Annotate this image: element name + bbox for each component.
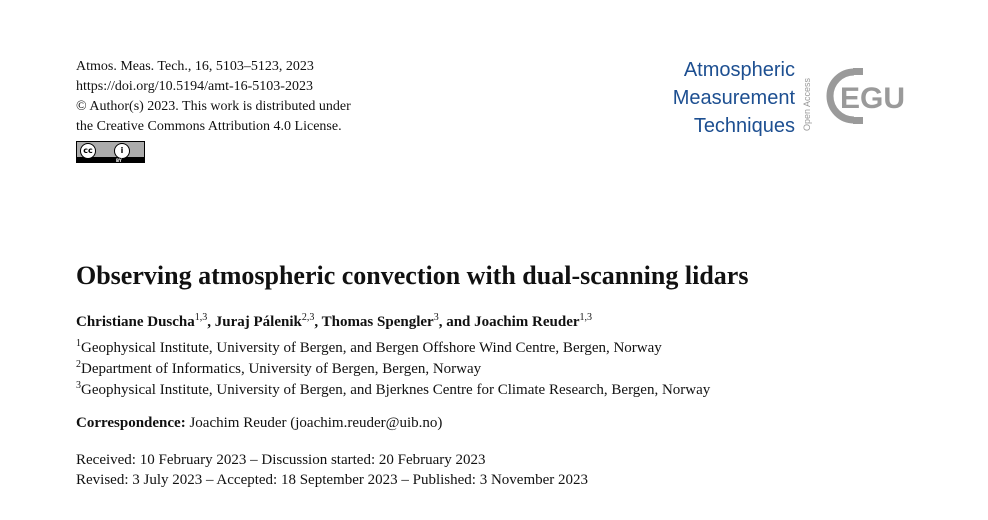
- license-notice: the Creative Commons Attribution 4.0 Lic…: [76, 119, 342, 134]
- affiliation-number: 3: [76, 380, 81, 391]
- egu-ring-icon: [826, 68, 855, 124]
- affiliation-text: Geophysical Institute, University of Ber…: [81, 340, 662, 356]
- open-access-label: Open Access: [802, 77, 812, 131]
- journal-name-line1: Atmospheric: [683, 59, 795, 81]
- author-affiliation-ref: 2,3: [301, 312, 315, 323]
- author-name[interactable]: Juraj Pálenik: [214, 314, 302, 330]
- cc-by-license-badge[interactable]: cc i BY: [76, 141, 145, 163]
- author-affiliation-ref: 3: [433, 312, 439, 323]
- affiliation-list: 1Geophysical Institute, University of Be…: [76, 338, 710, 401]
- author-separator: ,: [207, 314, 215, 330]
- cc-by-label: BY: [116, 158, 122, 163]
- affiliation-item: 1Geophysical Institute, University of Be…: [76, 338, 710, 359]
- journal-name-line3: Techniques: [693, 115, 795, 137]
- egu-logo: EGU: [826, 68, 905, 124]
- author-separator: ,: [314, 314, 322, 330]
- affiliation-text: Department of Informatics, University of…: [81, 361, 482, 377]
- dates-received-line: Received: 10 February 2023 – Discussion …: [76, 452, 486, 468]
- author-name[interactable]: Thomas Spengler: [321, 314, 434, 330]
- correspondence: Correspondence: Joachim Reuder (joachim.…: [76, 413, 442, 434]
- correspondence-contact[interactable]: Joachim Reuder (joachim.reuder@uib.no): [185, 415, 443, 431]
- author-affiliation-ref: 1,3: [579, 312, 593, 323]
- affiliation-number: 1: [76, 338, 81, 349]
- author-list: Christiane Duscha1,3, Juraj Pálenik2,3, …: [76, 311, 592, 333]
- attribution-person-icon: i: [114, 143, 130, 159]
- affiliation-item: 3Geophysical Institute, University of Be…: [76, 380, 710, 401]
- journal-name-line2: Measurement: [672, 87, 795, 109]
- publication-dates: Received: 10 February 2023 – Discussion …: [76, 450, 588, 490]
- author-name[interactable]: Christiane Duscha: [76, 314, 195, 330]
- article-title: Observing atmospheric convection with du…: [76, 261, 749, 290]
- doi-link[interactable]: https://doi.org/10.5194/amt-16-5103-2023: [76, 79, 313, 94]
- open-access-text: Open Access: [802, 77, 812, 131]
- dates-published-line: Revised: 3 July 2023 – Accepted: 18 Sept…: [76, 472, 589, 488]
- copyright-notice: © Author(s) 2023. This work is distribut…: [76, 99, 351, 114]
- journal-name: Atmospheric Measurement Techniques: [673, 56, 795, 140]
- author-affiliation-ref: 1,3: [194, 312, 208, 323]
- citation-block: Atmos. Meas. Tech., 16, 5103–5123, 2023 …: [76, 57, 351, 137]
- cc-icon: cc: [80, 143, 96, 159]
- author-name[interactable]: Joachim Reuder: [474, 314, 580, 330]
- cc-badge-strip: [77, 157, 144, 162]
- citation: Atmos. Meas. Tech., 16, 5103–5123, 2023: [76, 59, 314, 74]
- egu-logo-text: EGU: [840, 82, 905, 115]
- author-separator: , and: [438, 314, 475, 330]
- affiliation-number: 2: [76, 359, 81, 370]
- correspondence-label: Correspondence:: [76, 415, 186, 431]
- affiliation-item: 2Department of Informatics, University o…: [76, 359, 710, 380]
- affiliation-text: Geophysical Institute, University of Ber…: [81, 382, 711, 398]
